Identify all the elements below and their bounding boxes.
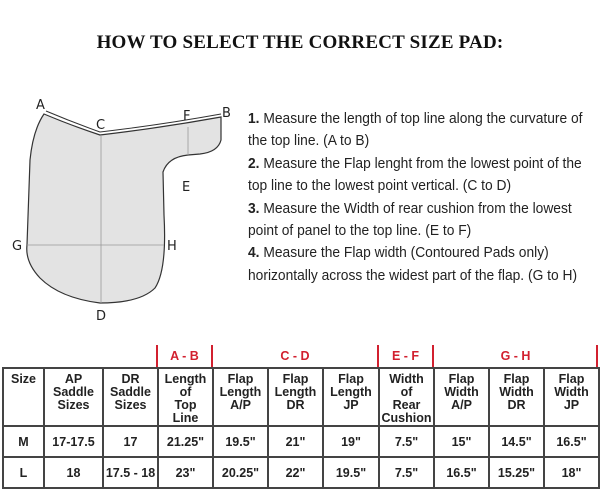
table-cell: 17 <box>102 425 159 458</box>
column-header: Flap Length A/P <box>212 367 269 427</box>
step-1: 1. Measure the length of top line along … <box>248 108 598 153</box>
table-cell: 19.5" <box>322 456 380 489</box>
step-number: 1. <box>248 110 260 127</box>
label-c: C <box>96 118 105 133</box>
step-number: 3. <box>248 199 260 217</box>
group-e-f: E - F <box>391 349 420 363</box>
step-3: 3. Measure the Width of rear cushion fro… <box>248 198 598 243</box>
column-header: Length of Top Line <box>157 367 214 427</box>
step-text: Measure the length of top line along the… <box>248 110 583 150</box>
column-header: Size <box>2 367 45 427</box>
label-g: G <box>12 239 22 254</box>
group-divider <box>377 345 379 367</box>
table-cell: M <box>2 425 45 458</box>
group-divider <box>156 345 158 367</box>
label-f: F <box>183 109 190 124</box>
table-cell: 7.5" <box>378 456 435 489</box>
table-cell: 17-17.5 <box>43 425 104 458</box>
column-header: AP Saddle Sizes <box>43 367 104 427</box>
column-header: Flap Width A/P <box>433 367 490 427</box>
step-text: Measure the Width of rear cushion from t… <box>248 199 572 240</box>
label-e: E <box>182 180 190 195</box>
table-cell: 19" <box>322 425 380 458</box>
table-cell: 16.5" <box>543 425 600 458</box>
pad-shape <box>26 113 222 304</box>
top-line <box>45 110 222 133</box>
table-cell: 21" <box>267 425 324 458</box>
table-row: L 18 17.5 - 18 23" 20.25" 22" 19.5" 7.5" 16.5" 15… <box>2 456 600 489</box>
group-g-h: G - H <box>500 349 531 363</box>
table-cell: 21.25" <box>157 425 214 458</box>
saddle-pad-diagram: A B C D E F G H <box>12 98 231 324</box>
table-cell: 16.5" <box>433 456 490 489</box>
label-a: A <box>36 98 45 113</box>
label-h: H <box>167 239 177 254</box>
step-2: 2. Measure the Flap lenght from the lowe… <box>248 153 598 198</box>
group-divider <box>211 345 213 367</box>
table-cell: 15.25" <box>488 456 545 489</box>
table-cell: 18 <box>43 456 104 489</box>
instructions: 1. Measure the length of top line along … <box>248 108 598 287</box>
table-cell: 7.5" <box>378 425 435 458</box>
column-header: Flap Width JP <box>543 367 600 427</box>
label-d: D <box>96 309 106 324</box>
size-table: Size AP Saddle Sizes DR Saddle Sizes Length… <box>2 367 600 489</box>
step-number: 4. <box>248 244 260 262</box>
step-number: 2. <box>248 154 260 172</box>
column-header: Flap Length JP <box>322 367 380 427</box>
table-cell: 14.5" <box>488 425 545 458</box>
column-header: Flap Length DR <box>267 367 324 427</box>
column-header: Flap Width DR <box>488 367 545 427</box>
table-cell: 22" <box>267 456 324 489</box>
table-cell: 17.5 - 18 <box>102 456 159 489</box>
step-text: Measure the Flap width (Contoured Pads o… <box>248 244 578 284</box>
column-header: Width of Rear Cushion <box>378 367 435 427</box>
step-4: 4. Measure the Flap width (Contoured Pad… <box>248 242 598 287</box>
group-divider <box>432 345 434 367</box>
page-title: HOW TO SELECT THE CORRECT SIZE PAD: <box>96 32 504 53</box>
step-text: Measure the Flap lenght from the lowest … <box>248 154 582 195</box>
table-cell: 20.25" <box>212 456 269 489</box>
table-cell: 15" <box>433 425 490 458</box>
header-row: Size AP Saddle Sizes DR Saddle Sizes Length… <box>2 367 600 427</box>
group-divider <box>596 345 598 367</box>
group-c-d: C - D <box>280 349 310 363</box>
table-row: M 17-17.5 17 21.25" 19.5" 21" 19" 7.5" 15" 14.5" 1… <box>2 425 600 458</box>
table-cell: L <box>2 456 45 489</box>
column-header: DR Saddle Sizes <box>102 367 159 427</box>
group-a-b: A - B <box>170 349 199 363</box>
table-cell: 18" <box>543 456 600 489</box>
table-cell: 23" <box>157 456 214 489</box>
label-b: B <box>222 106 231 121</box>
table-cell: 19.5" <box>212 425 269 458</box>
